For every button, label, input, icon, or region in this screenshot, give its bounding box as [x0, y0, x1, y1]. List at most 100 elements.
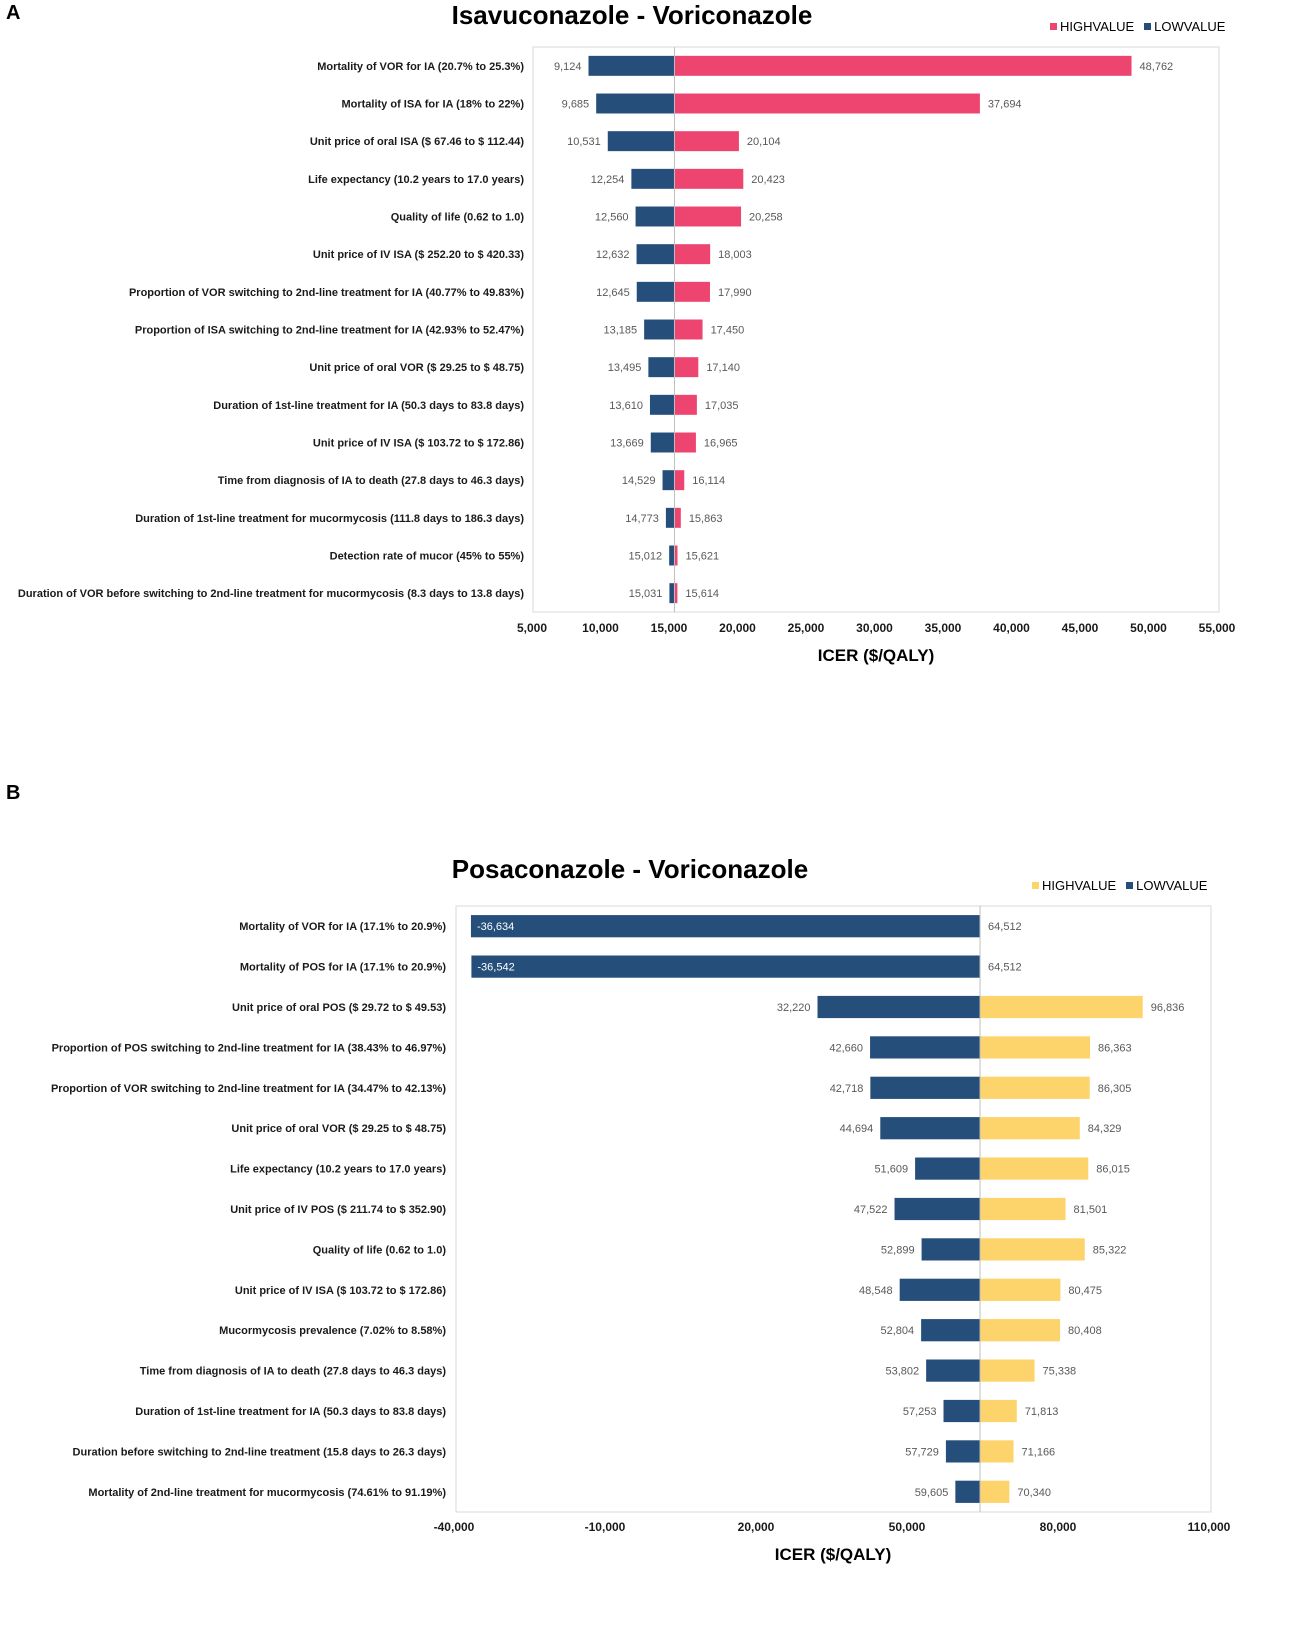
high-value-label: 18,003: [718, 249, 752, 261]
low-value-label: -36,542: [477, 962, 514, 974]
category-label: Duration of 1st-line treatment for mucor…: [135, 513, 524, 525]
high-value-label: 71,813: [1025, 1406, 1059, 1418]
category-label: Unit price of IV ISA ($ 103.72 to $ 172.…: [235, 1285, 446, 1297]
high-value-label: 75,338: [1043, 1366, 1077, 1378]
low-value-label: 57,253: [903, 1406, 937, 1418]
high-value-bar: [980, 1480, 1010, 1503]
high-value-bar: [980, 995, 1143, 1019]
low-value-label: 10,531: [567, 136, 601, 148]
high-value-label: 37,694: [988, 99, 1022, 111]
low-value-label: 12,632: [596, 249, 630, 261]
legend-b-low: LOWVALUE: [1126, 878, 1207, 893]
low-value-label: 53,802: [885, 1366, 919, 1378]
low-value-label: 51,609: [874, 1164, 908, 1176]
x-tick-label: 10,000: [582, 621, 619, 635]
low-value-label: 13,669: [610, 438, 644, 450]
low-value-label: 13,610: [609, 400, 643, 412]
high-value-label: 80,408: [1068, 1325, 1102, 1337]
low-value-bar: [596, 93, 675, 114]
high-value-bar: [980, 1157, 1089, 1180]
chart-a-title: Isavuconazole - Voriconazole: [451, 0, 813, 30]
plot-frame: [455, 905, 1212, 1513]
category-label: Duration of 1st-line treatment for IA (5…: [213, 400, 524, 412]
high-value-bar: [980, 1399, 1017, 1423]
chart-b-xlabel: ICER ($/QALY): [774, 1545, 892, 1564]
high-value-bar: [674, 470, 685, 491]
legend-b-high-label: HIGHVALUE: [1042, 878, 1117, 893]
chart-b-title: Posaconazole - Voriconazole: [451, 854, 809, 884]
x-tick-label: 5,000: [517, 621, 547, 635]
category-label: Mortality of VOR for IA (17.1% to 20.9%): [239, 921, 446, 933]
high-value-bar: [980, 1319, 1061, 1342]
category-label: Proportion of POS switching to 2nd-line …: [52, 1042, 447, 1054]
low-value-bar: [894, 1197, 981, 1221]
low-value-label: 13,495: [608, 362, 642, 374]
category-label: Duration of 1st-line treatment for IA (5…: [135, 1406, 446, 1418]
x-tick-label: 45,000: [1062, 621, 1099, 635]
chart-a-legend: HIGHVALUE LOWVALUE: [1050, 19, 1225, 34]
low-value-label: 15,031: [629, 588, 663, 600]
high-value-bar: [674, 545, 678, 566]
legend-b-high-swatch: [1032, 882, 1039, 889]
low-value-label: 12,254: [591, 174, 625, 186]
high-value-label: 17,990: [718, 287, 752, 299]
low-value-label: 12,645: [596, 287, 630, 299]
x-tick-label: 50,000: [1130, 621, 1167, 635]
high-value-bar: [980, 1278, 1061, 1301]
high-value-bar: [980, 1117, 1080, 1140]
legend-a-high: HIGHVALUE: [1050, 19, 1134, 34]
high-value-label: 86,305: [1098, 1083, 1132, 1095]
low-value-bar: [899, 1278, 981, 1301]
low-value-bar: [880, 1117, 981, 1140]
category-label: Life expectancy (10.2 years to 17.0 year…: [230, 1164, 446, 1176]
low-value-bar: [635, 206, 675, 227]
low-value-bar: [470, 915, 981, 938]
low-value-bar: [636, 281, 675, 302]
low-value-label: 32,220: [777, 1002, 811, 1014]
high-value-label: 86,363: [1098, 1042, 1132, 1054]
high-value-label: 84,329: [1088, 1123, 1122, 1135]
category-label: Mortality of POS for IA (17.1% to 20.9%): [240, 962, 447, 974]
high-value-label: 15,863: [689, 513, 723, 525]
high-value-bar: [674, 93, 980, 114]
low-value-bar: [471, 955, 981, 978]
category-label: Mortality of 2nd-line treatment for muco…: [88, 1487, 446, 1499]
low-value-label: 13,185: [603, 325, 637, 337]
high-value-label: 64,512: [988, 921, 1022, 933]
low-value-bar: [648, 357, 675, 378]
low-value-bar: [644, 319, 675, 340]
low-value-bar: [669, 545, 675, 566]
legend-a-low: LOWVALUE: [1144, 19, 1225, 34]
high-value-label: 20,423: [751, 174, 785, 186]
high-value-bar: [674, 507, 681, 528]
low-value-label: 52,899: [881, 1244, 915, 1256]
low-value-label: 9,685: [562, 99, 590, 111]
high-value-label: 15,621: [686, 551, 720, 563]
category-label: Mortality of ISA for IA (18% to 22%): [341, 99, 524, 111]
low-value-bar: [607, 131, 675, 152]
category-label: Unit price of oral VOR ($ 29.25 to $ 48.…: [231, 1123, 446, 1135]
x-tick-label: 55,000: [1199, 621, 1236, 635]
low-value-bar: [921, 1238, 981, 1261]
category-label: Time from diagnosis of IA to death (27.8…: [140, 1366, 447, 1378]
category-label: Unit price of oral POS ($ 29.72 to $ 49.…: [232, 1002, 446, 1014]
high-value-bar: [980, 1036, 1091, 1059]
high-value-bar: [674, 55, 1132, 76]
high-value-label: 16,114: [692, 475, 725, 487]
low-value-label: 48,548: [859, 1285, 893, 1297]
high-value-bar: [674, 168, 744, 189]
low-value-label: 9,124: [554, 61, 582, 73]
high-value-label: 71,166: [1022, 1446, 1056, 1458]
category-label: Proportion of ISA switching to 2nd-line …: [135, 325, 524, 337]
x-tick-label: 80,000: [1040, 1520, 1077, 1534]
panel-a-letter: A: [6, 2, 21, 24]
low-value-bar: [915, 1157, 981, 1180]
low-value-label: 47,522: [854, 1204, 888, 1216]
high-value-bar: [674, 357, 699, 378]
x-tick-label: -10,000: [585, 1520, 626, 1534]
low-value-bar: [650, 432, 675, 453]
high-value-label: 96,836: [1151, 1002, 1185, 1014]
high-value-label: 17,140: [706, 362, 740, 374]
x-tick-label: 15,000: [651, 621, 688, 635]
plot-frame: [532, 46, 1220, 613]
